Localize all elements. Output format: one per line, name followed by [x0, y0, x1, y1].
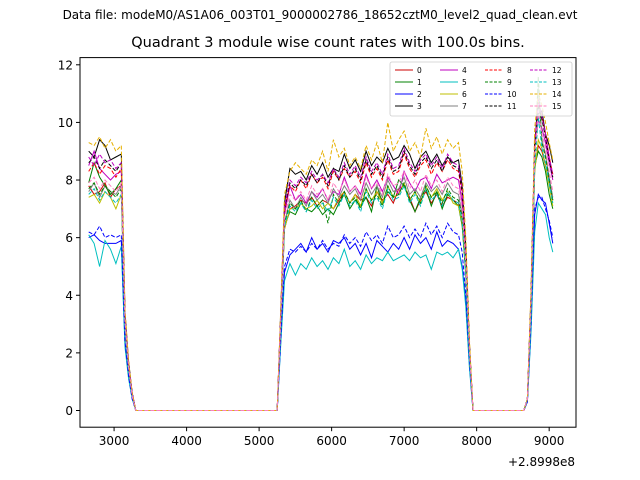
- series-line-12: [88, 99, 554, 411]
- legend-label-11: 11: [507, 102, 517, 111]
- series-line-3: [88, 109, 554, 411]
- y-tick-label: 6: [65, 231, 73, 245]
- x-tick-label: 6000: [316, 434, 347, 448]
- data-file-label: Data file: modeM0/AS1A06_003T01_90000027…: [62, 8, 578, 22]
- series-line-4: [88, 117, 554, 411]
- y-tick-label: 0: [65, 404, 73, 418]
- y-tick-label: 8: [65, 174, 73, 188]
- legend-label-12: 12: [552, 66, 562, 75]
- legend-label-15: 15: [552, 102, 562, 111]
- y-tick-label: 10: [58, 116, 73, 130]
- chart-title: Quadrant 3 module wise count rates with …: [131, 35, 525, 51]
- legend-label-9: 9: [507, 78, 512, 87]
- series-line-13: [88, 116, 554, 411]
- x-tick-label: 4000: [171, 434, 202, 448]
- legend-label-8: 8: [507, 66, 512, 75]
- legend-label-3: 3: [417, 102, 422, 111]
- series-line-8: [88, 102, 554, 411]
- series-line-11: [88, 104, 554, 411]
- y-axis: 0 2 4 6 8 10 12: [58, 58, 80, 418]
- legend-label-1: 1: [417, 78, 422, 87]
- x-tick-label: 3000: [99, 434, 130, 448]
- x-tick-label: 5000: [244, 434, 275, 448]
- y-tick-label: 12: [58, 58, 73, 72]
- plot-frame: [79, 57, 577, 428]
- legend-label-13: 13: [552, 78, 562, 87]
- series-line-0: [88, 144, 554, 411]
- x-tick-label: 7000: [389, 434, 420, 448]
- x-tick-label: 8000: [461, 434, 492, 448]
- legend-label-14: 14: [552, 90, 562, 99]
- series-line-9: [88, 76, 554, 411]
- legend-box: [389, 61, 573, 117]
- series-layer: [88, 76, 554, 411]
- legend-label-7: 7: [462, 102, 467, 111]
- legend-label-2: 2: [417, 90, 422, 99]
- series-line-5: [88, 201, 554, 411]
- y-tick-label: 2: [65, 346, 73, 360]
- legend-label-4: 4: [462, 66, 467, 75]
- series-line-2: [88, 193, 554, 411]
- series-line-6: [88, 137, 554, 411]
- legend-label-5: 5: [462, 78, 467, 87]
- legend-label-0: 0: [417, 66, 422, 75]
- x-axis-offset-label: +2.8998e8: [508, 455, 575, 469]
- series-line-10: [88, 196, 554, 411]
- series-line-7: [88, 87, 554, 411]
- series-line-15: [88, 110, 554, 411]
- x-axis: 3000 4000 5000 6000 7000 8000 9000: [99, 427, 565, 448]
- x-tick-label: 9000: [534, 434, 565, 448]
- y-tick-label: 4: [65, 289, 73, 303]
- series-line-14: [88, 93, 554, 411]
- legend-label-10: 10: [507, 90, 517, 99]
- legend-label-6: 6: [462, 90, 467, 99]
